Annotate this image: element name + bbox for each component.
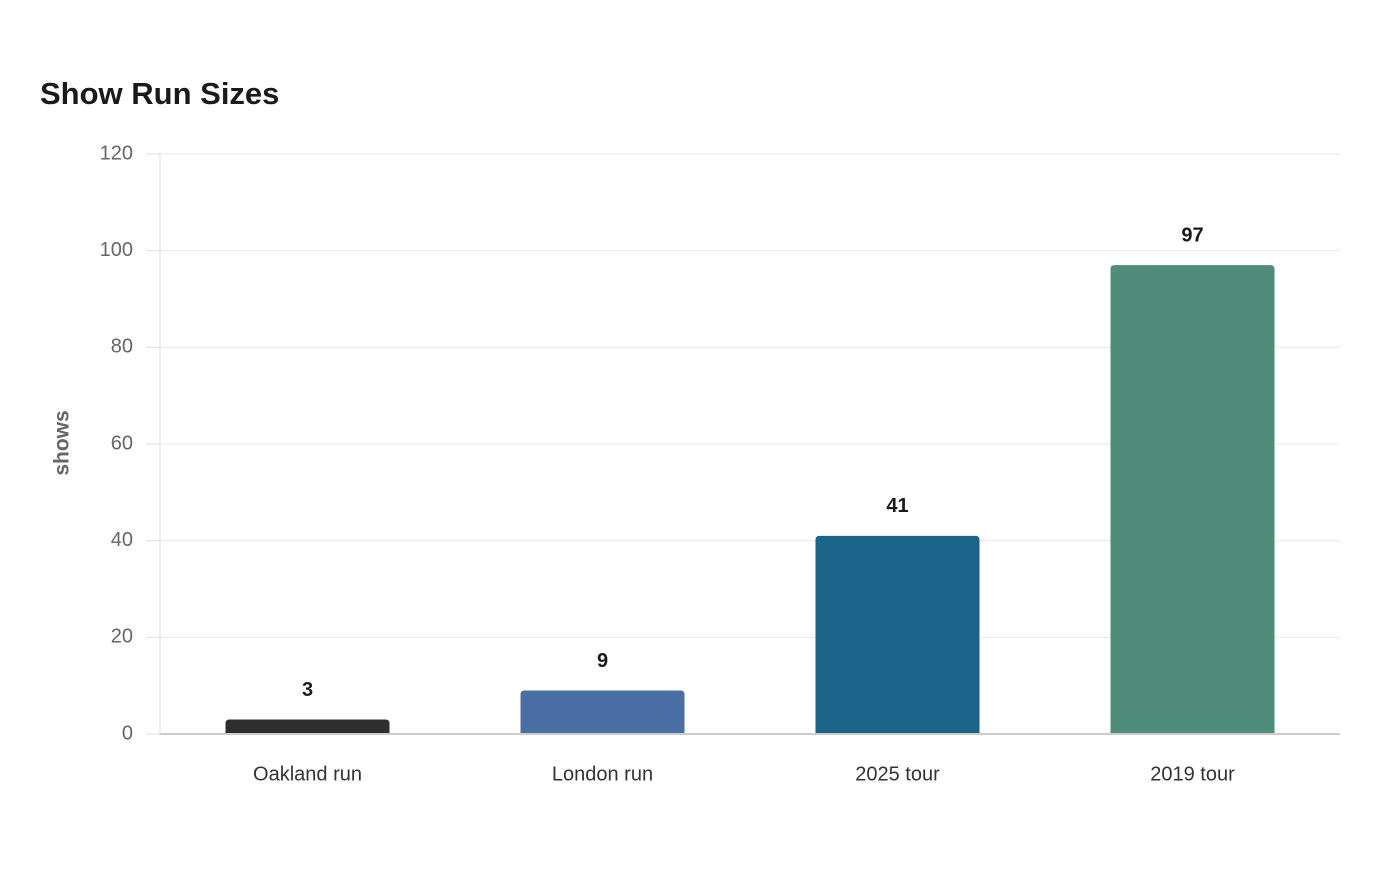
y-axis-label: shows: [51, 410, 74, 475]
bar: [520, 690, 685, 734]
x-tick-label: London run: [552, 763, 653, 785]
y-tick-label: 120: [100, 142, 133, 164]
data-label: 9: [597, 650, 608, 672]
y-tick-label: 0: [122, 722, 133, 744]
x-tick-label: Oakland run: [253, 763, 362, 785]
data-label: 97: [1181, 224, 1203, 246]
bar: [1110, 265, 1275, 734]
bar: [815, 535, 980, 734]
y-tick-label: 60: [111, 432, 133, 454]
y-tick-label: 100: [100, 239, 133, 261]
y-tick-label: 40: [111, 529, 133, 551]
bar: [225, 719, 390, 734]
data-label: 3: [302, 679, 313, 701]
y-tick-label: 80: [111, 336, 133, 358]
x-tick-label: 2019 tour: [1150, 763, 1235, 785]
y-tick-label: 20: [111, 626, 133, 648]
data-label: 41: [886, 495, 908, 517]
chart-title: Show Run Sizes: [40, 76, 279, 111]
x-tick-label: 2025 tour: [855, 763, 940, 785]
